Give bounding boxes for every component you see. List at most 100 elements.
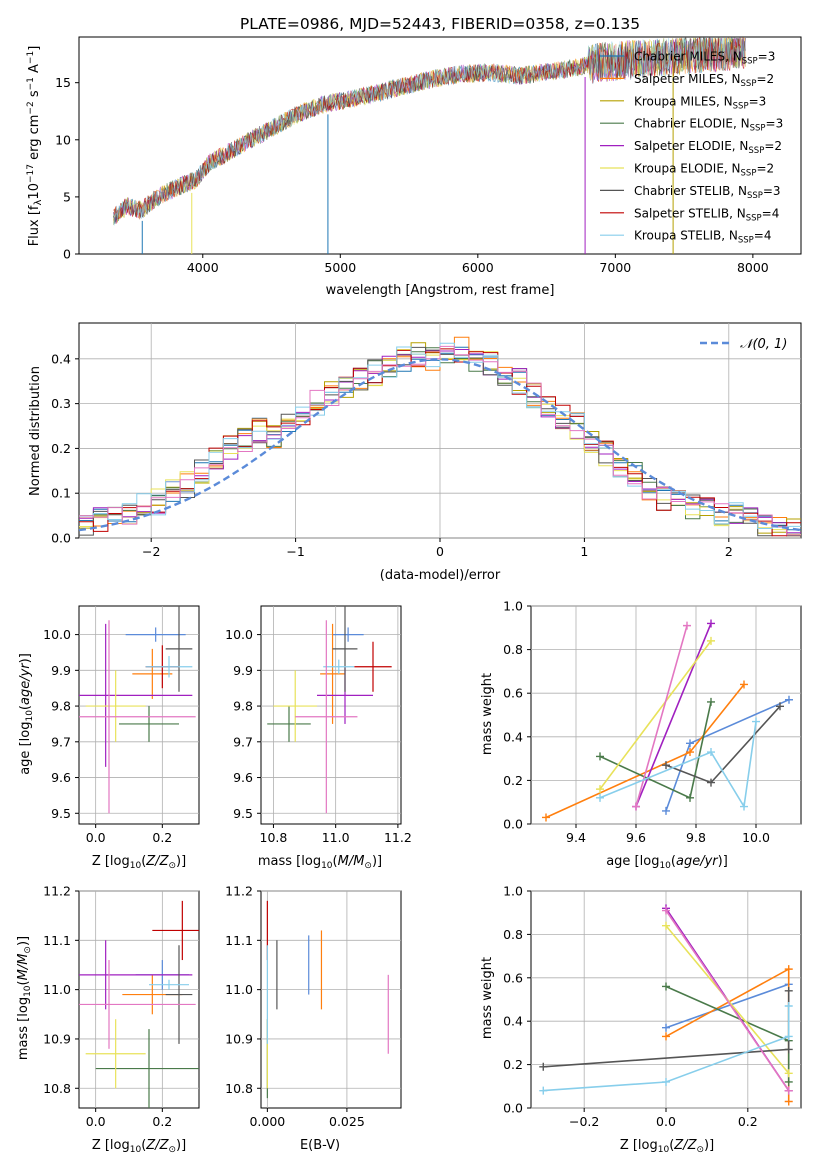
legend-subscript: SSP <box>742 57 758 67</box>
ytick-label: 11.0 <box>43 982 71 997</box>
mass-vs-Z-marks <box>79 900 199 1108</box>
mwz-xlabel: Z [log10(Z/Z⊙)] <box>620 1138 714 1155</box>
weight-point <box>784 1077 793 1086</box>
legend-subscript: SSP <box>741 169 757 179</box>
hist-ytick-label: 0.2 <box>51 441 71 456</box>
ytick-label: 0.4 <box>503 1014 523 1029</box>
legend-count: =4 <box>754 229 772 243</box>
xtick-label: 0.2 <box>152 1114 172 1129</box>
ytick-label: 9.7 <box>51 734 71 749</box>
legend-count: =2 <box>764 139 782 153</box>
hist-ytick-label: 0.3 <box>51 396 71 411</box>
ytick-label: 11.2 <box>225 884 253 899</box>
weight-point <box>740 802 748 811</box>
weight-point <box>662 1077 670 1086</box>
legend-count: =3 <box>749 94 767 108</box>
weight-point <box>662 982 670 991</box>
legend-entry: Kroupa STELIB, NSSP=4 <box>634 229 772 246</box>
hist-ytick-label: 0.1 <box>51 486 71 501</box>
spectrum-legend: Chabrier MILES, NSSP=3 Salpeter MILES, NS… <box>600 50 783 246</box>
ytick-label: 9.5 <box>233 806 253 821</box>
ytick-label: 1.0 <box>503 884 523 899</box>
mass-weight-vs-Z-panel: −0.2 0.0 0.2 0.0 0.2 0.4 0.6 0.8 1.0 <box>503 884 802 1129</box>
weight-line-7 <box>635 625 688 807</box>
xtick-label: 0.0 <box>656 1114 676 1129</box>
ytick-label: 10.0 <box>225 627 253 642</box>
xtick-label: 9.6 <box>626 830 646 845</box>
xtick-label: 10.0 <box>742 830 770 845</box>
mass-weight-vs-age-panel: 9.4 9.6 9.8 10.0 0.0 0.2 0.4 0.6 0.8 1.0 <box>503 599 802 845</box>
legend-entry: Salpeter STELIB, NSSP=4 <box>634 206 779 223</box>
normal-legend-label: 𝒩(0, 1) <box>740 337 787 352</box>
legend-entry: Salpeter ELODIE, NSSP=2 <box>634 139 782 156</box>
legend-entry: Chabrier ELODIE, NSSP=3 <box>634 117 783 134</box>
weight-line-1 <box>665 983 789 1029</box>
weight-point <box>686 793 694 802</box>
weight-point <box>686 739 694 748</box>
legend-subscript: SSP <box>748 146 764 156</box>
spectrum-series-7 <box>113 37 746 225</box>
weight-line-5 <box>599 640 712 790</box>
mwage-ylabel: mass weight <box>480 673 495 755</box>
weight-point <box>662 1023 670 1032</box>
spectrum-ylabel: Flux [fλ10−17 erg cm−2 s−1 A−1] <box>26 46 44 247</box>
legend-subscript: SSP <box>738 236 754 246</box>
xtick-label: 0.000 <box>249 1114 285 1129</box>
normal-curve <box>78 358 802 532</box>
hist-xtick-label: −2 <box>142 544 160 559</box>
weight-line-7 <box>665 910 790 1092</box>
ytick-label: 10.8 <box>225 1081 253 1096</box>
mwage-xlabel: age [log10(age/yr)] <box>606 854 728 871</box>
spectrum-xtick-label: 4000 <box>187 260 219 275</box>
weight-point <box>784 965 793 974</box>
legend-count: =3 <box>758 50 776 64</box>
weight-line-4 <box>635 623 712 807</box>
ytick-label: 11.1 <box>225 933 253 948</box>
weight-point <box>686 748 694 757</box>
ytick-label: 9.6 <box>233 770 253 785</box>
mass-vs-ebv-marks <box>266 900 389 1099</box>
weight-point <box>662 1032 670 1041</box>
ytick-label: 0.6 <box>503 970 523 985</box>
spectrum-series-9 <box>113 37 746 226</box>
residuals-xlabel: (data-model)/error <box>380 568 501 583</box>
spectrum-ytick-label: 5 <box>63 189 71 204</box>
legend-subscript: SSP <box>750 124 766 134</box>
ytick-label: 0.4 <box>503 729 523 744</box>
xtick-label: 9.4 <box>566 830 586 845</box>
weight-point <box>784 1097 793 1106</box>
weight-point <box>707 748 715 757</box>
legend-count: =3 <box>766 117 784 131</box>
weight-point <box>596 785 604 794</box>
legend-entry: Chabrier STELIB, NSSP=3 <box>634 184 781 201</box>
ytick-label: 1.0 <box>503 599 523 614</box>
ytick-label: 0.2 <box>503 773 523 788</box>
spectrum-ytick-label: 15 <box>55 75 71 90</box>
mass-z-xlabel: Z [log10(Z/Z⊙)] <box>92 1138 186 1155</box>
mass-weight-vs-age-marks <box>542 619 793 822</box>
weight-line-8 <box>543 1006 790 1092</box>
weight-point <box>596 793 604 802</box>
legend-count: =2 <box>756 72 774 86</box>
xtick-label: 0.2 <box>152 830 172 845</box>
mass-ebv-xlabel: E(B-V) <box>300 1138 340 1153</box>
weight-point <box>740 680 748 689</box>
ytick-label: 9.9 <box>233 663 253 678</box>
weight-point <box>784 1032 793 1041</box>
age-vs-mass-frame <box>260 605 402 825</box>
ytick-label: 11.1 <box>43 933 71 948</box>
mass-vs-ebv-panel: 0.000 0.025 10.8 10.9 11.0 11.1 11.2 <box>225 884 402 1129</box>
weight-point <box>662 806 670 815</box>
xtick-label: 0.2 <box>738 1114 758 1129</box>
xtick-label: 0.025 <box>329 1114 365 1129</box>
figure-title: PLATE=0986, MJD=52443, FIBERID=0358, z=0… <box>240 15 640 33</box>
spectrum-xtick-label: 6000 <box>462 260 494 275</box>
histogram-series-10 <box>79 345 801 536</box>
ytick-label: 0.0 <box>503 1101 523 1116</box>
legend-entry: Chabrier MILES, NSSP=3 <box>634 50 775 67</box>
weight-point <box>776 702 784 711</box>
weight-point <box>707 619 715 628</box>
legend-count: =4 <box>762 206 780 220</box>
residuals-ylabel: Normed distribution <box>28 366 43 496</box>
ytick-label: 9.6 <box>51 770 71 785</box>
